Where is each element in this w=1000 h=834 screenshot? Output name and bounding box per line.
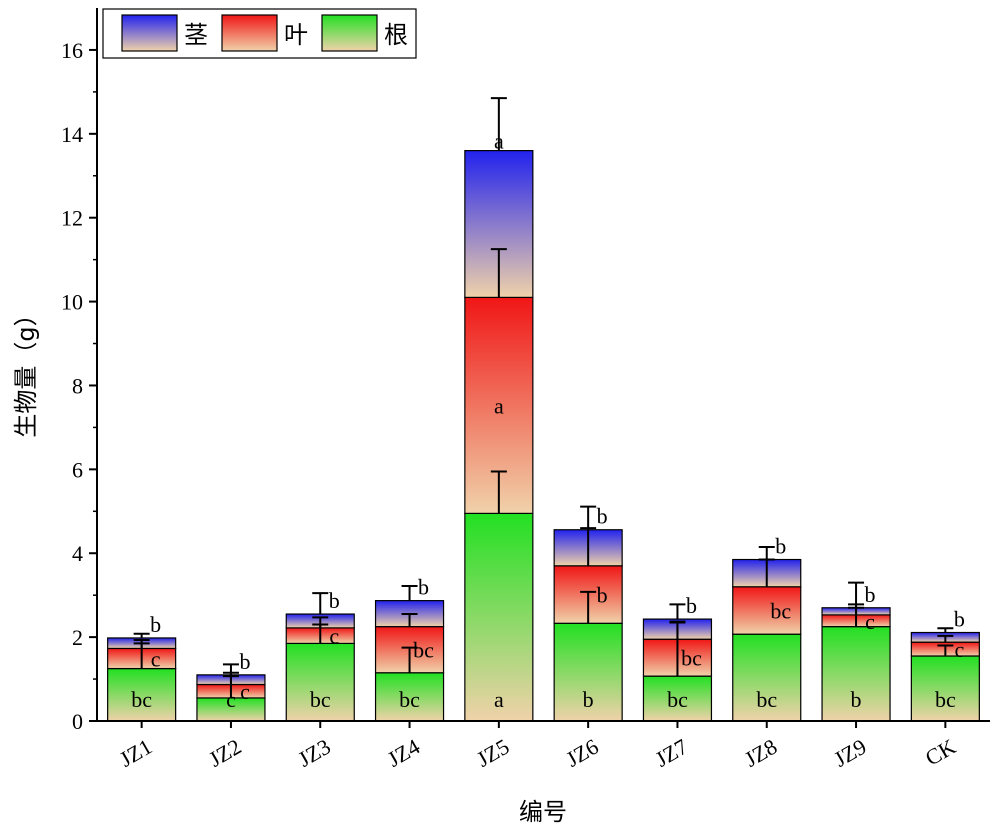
letter-JZ7-series-0: bc xyxy=(667,687,688,712)
x-tick-label-JZ9: JZ9 xyxy=(829,734,870,772)
letter-JZ3-series-2: b xyxy=(329,588,340,613)
x-tick-label-JZ2: JZ2 xyxy=(204,734,245,772)
x-tick-label-JZ5: JZ5 xyxy=(472,734,513,772)
y-tick-label: 2 xyxy=(72,625,83,650)
x-tick-label-JZ8: JZ8 xyxy=(740,734,781,772)
y-tick-label: 8 xyxy=(72,373,83,398)
letter-JZ6-series-1: b xyxy=(597,583,608,608)
letter-JZ2-series-0: c xyxy=(226,687,236,712)
x-axis-title: 编号 xyxy=(519,798,567,826)
letter-JZ6-series-2: b xyxy=(597,504,608,529)
letter-JZ1-series-2: b xyxy=(150,612,161,637)
letter-JZ9-series-2: b xyxy=(865,582,876,607)
letter-JZ8-series-1: bc xyxy=(770,598,791,623)
letter-JZ2-series-1: c xyxy=(240,679,250,704)
letter-JZ4-series-0: bc xyxy=(399,687,420,712)
letter-JZ8-series-0: bc xyxy=(756,687,777,712)
x-tick-label-JZ7: JZ7 xyxy=(651,734,692,772)
letter-JZ5-series-0: a xyxy=(494,687,504,712)
letter-JZ1-series-0: bc xyxy=(131,687,152,712)
bars-layer xyxy=(108,151,980,721)
letter-JZ3-series-1: c xyxy=(329,624,339,649)
letter-JZ6-series-0: b xyxy=(583,687,594,712)
letter-JZ7-series-2: b xyxy=(686,593,697,618)
x-tick-label-JZ6: JZ6 xyxy=(562,734,603,772)
letter-JZ4-series-2: b xyxy=(418,575,429,600)
letter-JZ3-series-0: bc xyxy=(310,687,331,712)
legend-swatch-series-1 xyxy=(222,15,277,51)
letter-CK-series-0: bc xyxy=(935,687,956,712)
letter-JZ5-series-2: a xyxy=(494,129,504,154)
y-tick-label: 10 xyxy=(61,290,83,315)
letter-CK-series-2: b xyxy=(954,607,965,632)
legend-label-series-1: 叶 xyxy=(284,21,308,49)
legend-label-series-2: 茎 xyxy=(184,21,208,49)
legend-label-series-0: 根 xyxy=(384,21,408,49)
y-tick-label: 0 xyxy=(72,709,83,734)
letter-JZ2-series-2: b xyxy=(239,649,250,674)
legend-swatch-series-0 xyxy=(322,15,377,51)
y-axis-title: 生物量（g） xyxy=(12,302,40,437)
y-tick-label: 12 xyxy=(61,206,83,231)
letter-JZ5-series-1: a xyxy=(494,393,504,418)
letter-JZ7-series-1: bc xyxy=(681,646,702,671)
letter-JZ1-series-1: c xyxy=(151,647,161,672)
letter-CK-series-1: c xyxy=(954,637,964,662)
x-tick-label-JZ3: JZ3 xyxy=(294,734,335,772)
legend: 茎叶根 xyxy=(103,9,416,58)
y-tick-label: 4 xyxy=(72,541,83,566)
y-tick-label: 14 xyxy=(61,122,83,147)
x-tick-label-JZ4: JZ4 xyxy=(383,734,424,772)
letter-JZ9-series-1: c xyxy=(865,609,875,634)
letter-JZ9-series-0: b xyxy=(851,687,862,712)
letter-JZ4-series-1: bc xyxy=(413,638,434,663)
letter-JZ8-series-2: b xyxy=(775,534,786,559)
x-tick-label-CK: CK xyxy=(921,734,960,771)
y-tick-label: 16 xyxy=(61,38,83,63)
y-tick-label: 6 xyxy=(72,457,83,482)
legend-swatch-series-2 xyxy=(122,15,177,51)
x-tick-label-JZ1: JZ1 xyxy=(115,734,156,772)
